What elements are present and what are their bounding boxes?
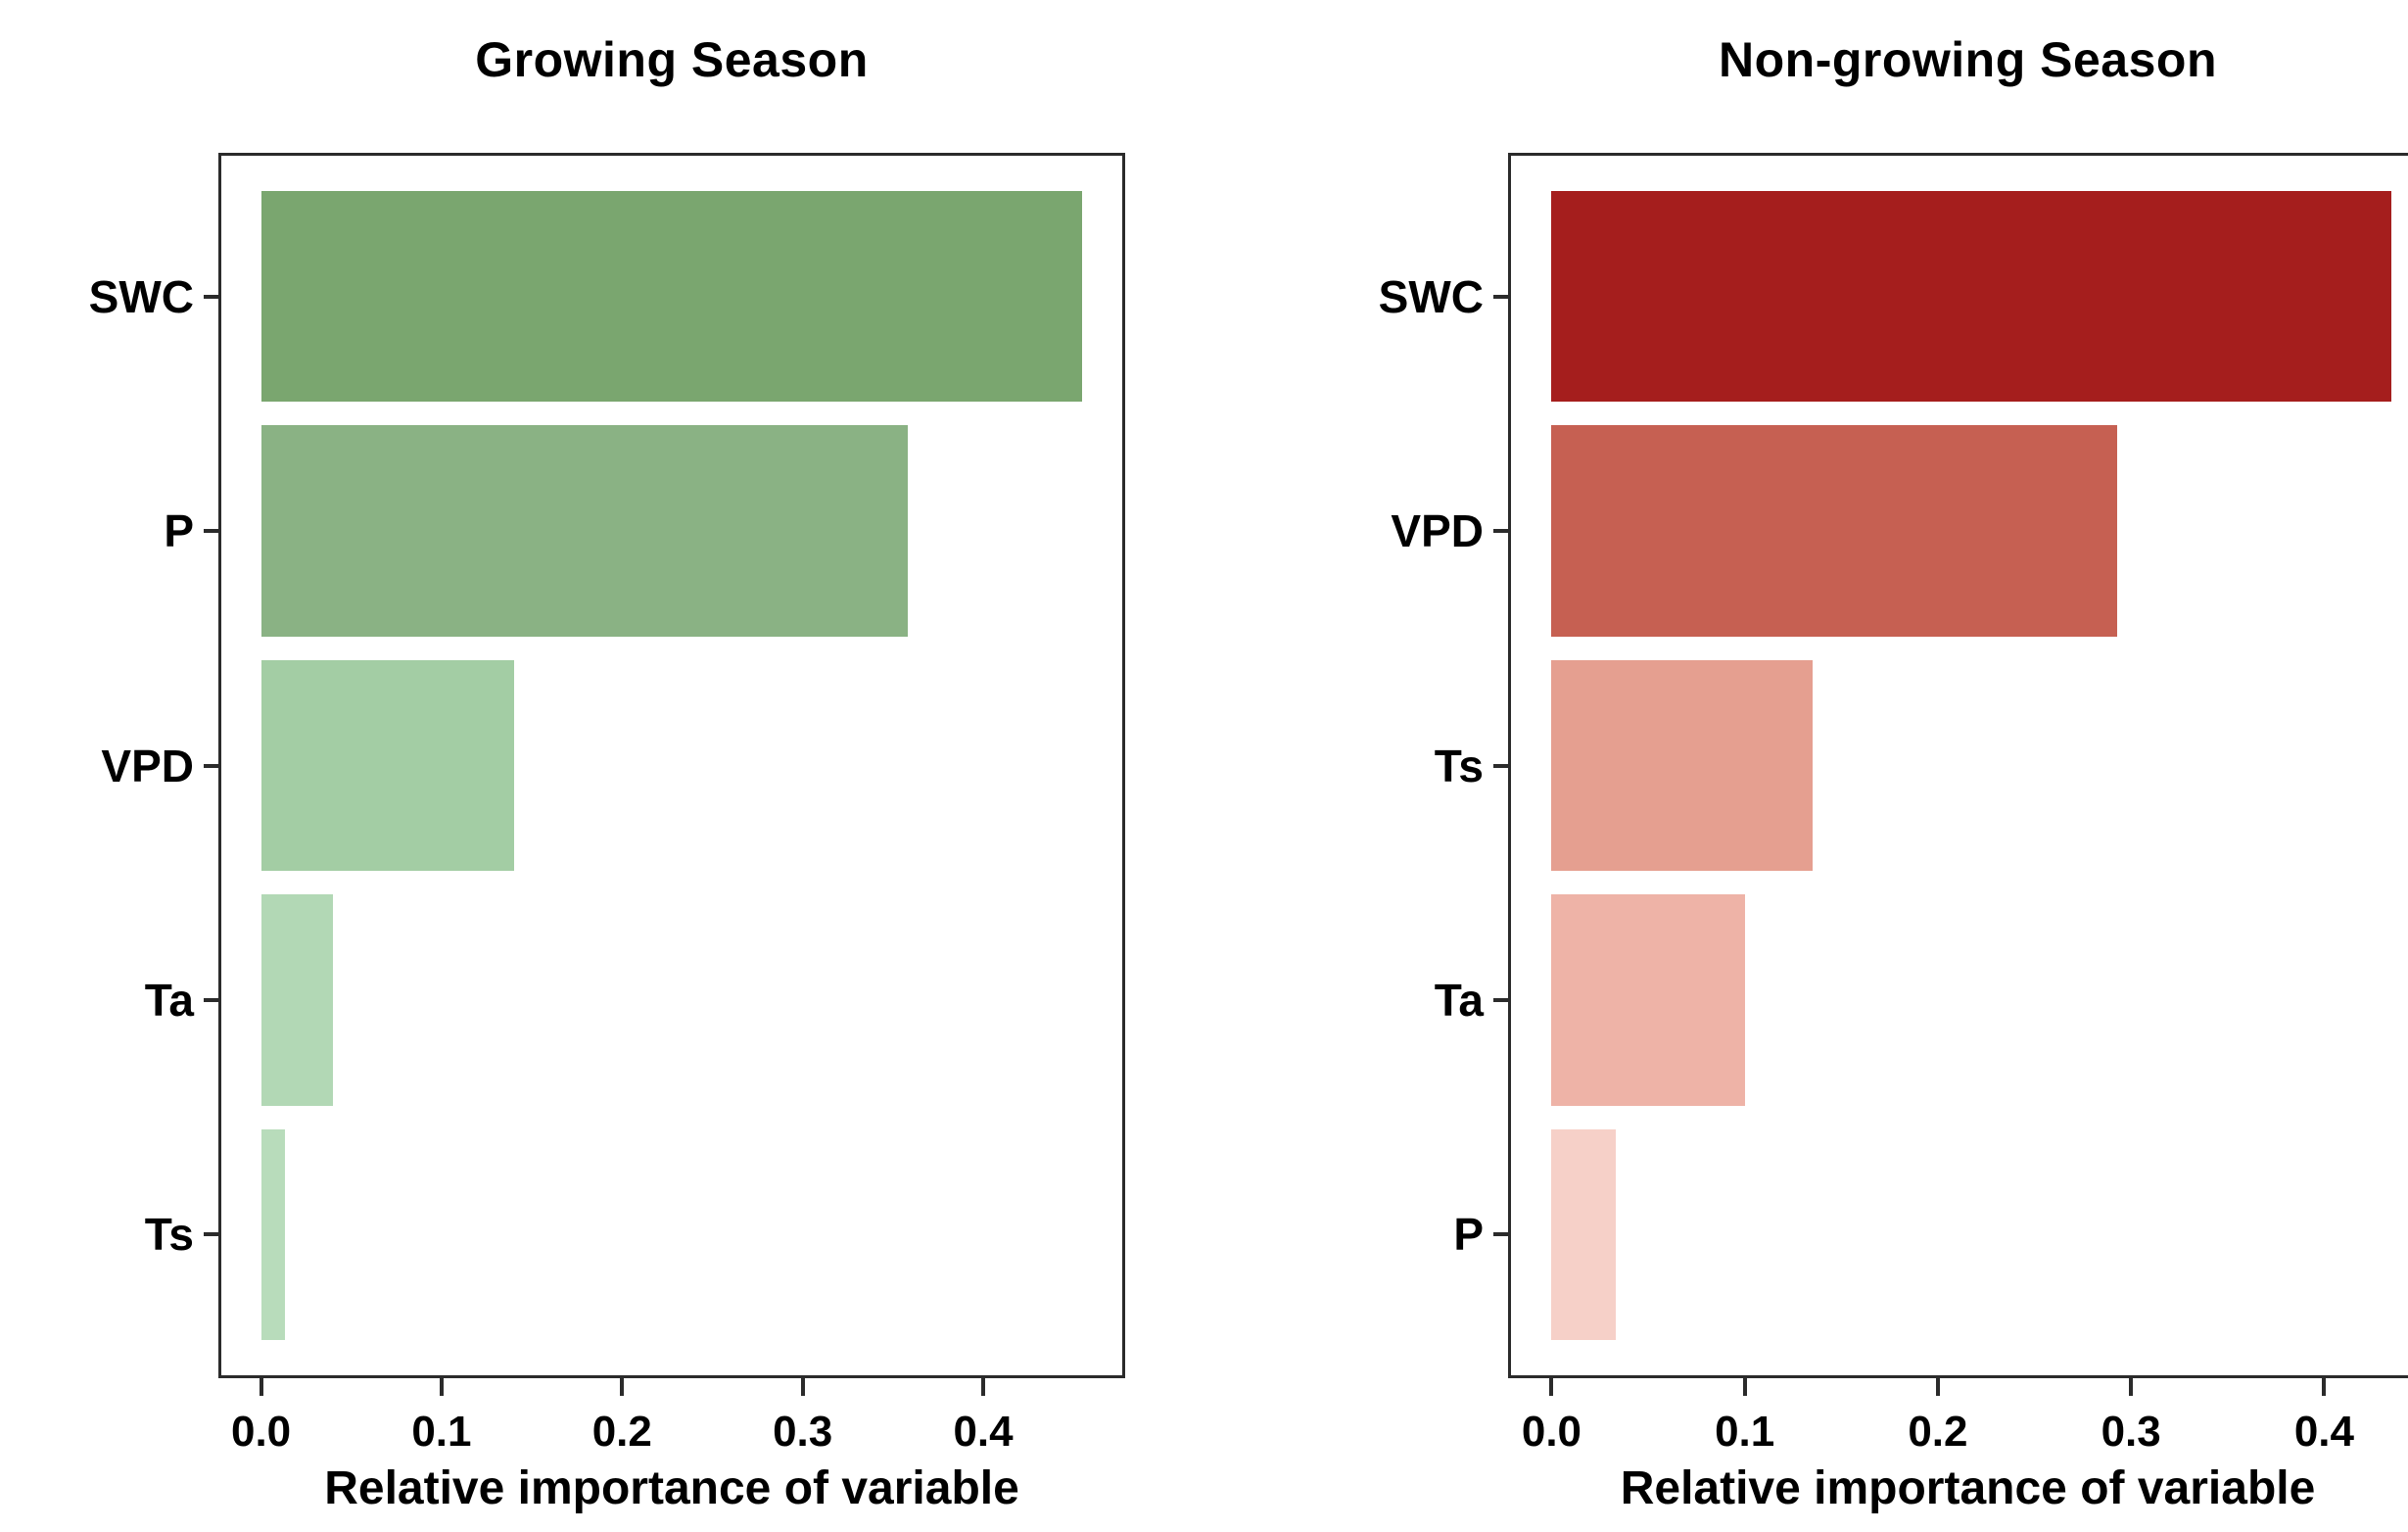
x-tick-label: 0.2 — [591, 1408, 652, 1456]
bar-ts — [260, 1128, 285, 1341]
non-growing-season-plot-area: SWC VPD Ts Ta P 0.0 0.1 0.2 0.3 0.4 — [1379, 153, 2408, 1456]
y-tick-mark — [204, 294, 221, 299]
y-tick-label-vpd: VPD — [101, 740, 194, 791]
bar-ta — [260, 894, 334, 1106]
x-tick-label: 0.0 — [1521, 1408, 1582, 1456]
x-tick-label: 0.2 — [1908, 1408, 1968, 1456]
x-tick-label: 0.4 — [2293, 1408, 2354, 1456]
bar-swc — [1551, 190, 2392, 403]
x-tick-mark — [1742, 1378, 1747, 1396]
x-tick-mark — [2129, 1378, 2134, 1396]
bar-p — [1551, 1128, 1616, 1341]
non-growing-season-chart: Non-growing Season SWC VPD Ts Ta P 0.0 0.1 0.2 0… — [1379, 16, 2408, 1532]
y-tick-mark — [1493, 294, 1511, 299]
x-tick-label: 0.0 — [230, 1408, 292, 1456]
x-tick-mark — [800, 1378, 805, 1396]
y-tick-mark — [204, 529, 221, 534]
x-tick-label: 0.1 — [411, 1408, 472, 1456]
y-tick-mark — [1493, 1232, 1511, 1237]
y-tick-label-p: P — [164, 505, 194, 557]
bar-vpd — [260, 659, 514, 872]
x-tick-mark — [259, 1378, 263, 1396]
y-tick-mark — [204, 997, 221, 1002]
y-tick-mark — [204, 763, 221, 768]
y-tick-label-ts: Ts — [144, 1209, 194, 1261]
bar-ta — [1551, 894, 1745, 1106]
growing-season-plot-area: SWC P VPD Ta Ts 0.0 0.1 0.2 0.3 0.4 — [89, 153, 1125, 1456]
y-tick-label-ts: Ts — [1434, 740, 1484, 791]
growing-season-title: Growing Season — [475, 32, 869, 87]
x-tick-label: 0.3 — [773, 1408, 833, 1456]
bar-swc — [260, 190, 1083, 403]
non-growing-season-title: Non-growing Season — [1719, 32, 2217, 87]
x-tick-label: 0.3 — [2101, 1408, 2161, 1456]
x-tick-label: 0.1 — [1715, 1408, 1775, 1456]
x-tick-mark — [1935, 1378, 1940, 1396]
non-growing-season-x-axis-label: Relative importance of variable — [1620, 1462, 2316, 1514]
growing-season-x-axis-label: Relative importance of variable — [324, 1462, 1019, 1514]
y-tick-label-swc: SWC — [88, 270, 194, 322]
y-tick-mark — [1493, 529, 1511, 534]
bar-p — [260, 425, 908, 637]
x-tick-mark — [439, 1378, 444, 1396]
growing-season-chart: Growing Season SWC P VPD Ta Ts 0.0 0.1 0.2 0.3 0.… — [89, 16, 1125, 1532]
y-tick-label-ta: Ta — [144, 974, 194, 1026]
y-tick-mark — [1493, 763, 1511, 768]
x-tick-mark — [620, 1378, 625, 1396]
y-tick-label-vpd: VPD — [1391, 505, 1484, 557]
y-tick-label-p: P — [1453, 1209, 1484, 1261]
bar-vpd — [1551, 425, 2118, 637]
y-tick-label-ta: Ta — [1434, 974, 1484, 1026]
y-tick-mark — [204, 1232, 221, 1237]
x-tick-mark — [2322, 1378, 2327, 1396]
y-tick-mark — [1493, 997, 1511, 1002]
y-tick-label-swc: SWC — [1378, 270, 1484, 322]
x-tick-mark — [1549, 1378, 1554, 1396]
x-tick-mark — [981, 1378, 986, 1396]
x-tick-label: 0.4 — [953, 1408, 1014, 1456]
bar-ts — [1551, 659, 1813, 872]
